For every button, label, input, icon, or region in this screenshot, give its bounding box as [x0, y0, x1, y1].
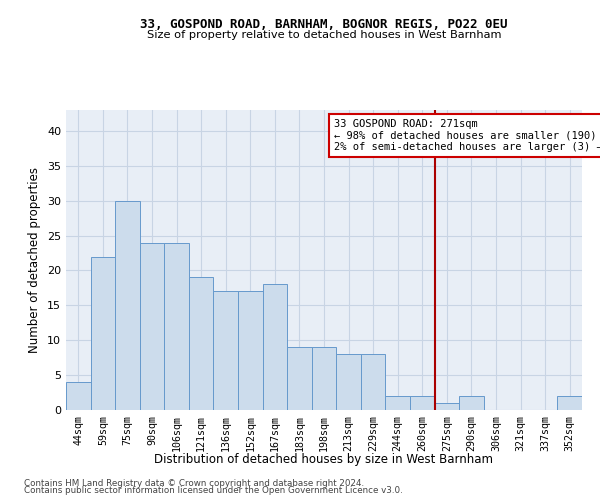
Text: 33, GOSPOND ROAD, BARNHAM, BOGNOR REGIS, PO22 0EU: 33, GOSPOND ROAD, BARNHAM, BOGNOR REGIS,… — [140, 18, 508, 30]
Bar — [214, 292, 238, 410]
Bar — [434, 403, 459, 410]
Bar — [91, 256, 115, 410]
Bar — [361, 354, 385, 410]
Bar — [312, 347, 336, 410]
Bar — [115, 200, 140, 410]
Text: Contains public sector information licensed under the Open Government Licence v3: Contains public sector information licen… — [24, 486, 403, 495]
Bar — [557, 396, 582, 410]
Text: 33 GOSPOND ROAD: 271sqm
← 98% of detached houses are smaller (190)
2% of semi-de: 33 GOSPOND ROAD: 271sqm ← 98% of detache… — [334, 119, 600, 152]
Text: Distribution of detached houses by size in West Barnham: Distribution of detached houses by size … — [155, 454, 493, 466]
Bar — [66, 382, 91, 410]
Bar — [385, 396, 410, 410]
Text: Contains HM Land Registry data © Crown copyright and database right 2024.: Contains HM Land Registry data © Crown c… — [24, 478, 364, 488]
Bar — [189, 278, 214, 410]
Bar — [287, 347, 312, 410]
Bar — [263, 284, 287, 410]
Bar — [238, 292, 263, 410]
Bar — [410, 396, 434, 410]
Y-axis label: Number of detached properties: Number of detached properties — [28, 167, 41, 353]
Text: Size of property relative to detached houses in West Barnham: Size of property relative to detached ho… — [147, 30, 501, 40]
Bar — [459, 396, 484, 410]
Bar — [140, 242, 164, 410]
Bar — [164, 242, 189, 410]
Bar — [336, 354, 361, 410]
